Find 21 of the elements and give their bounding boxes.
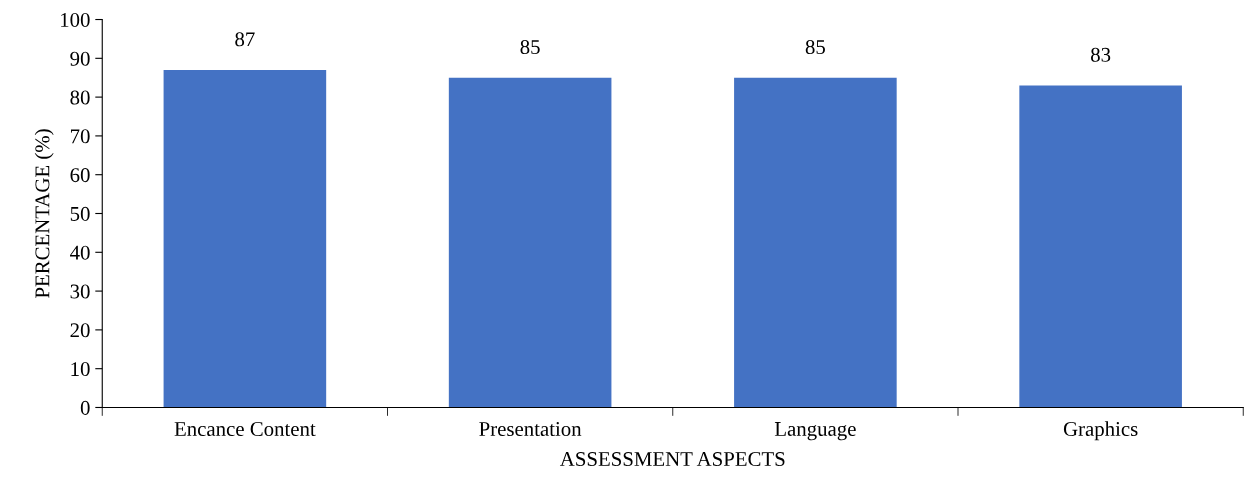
y-tick-label: 50 [70,206,90,221]
y-tick-label: 100 [61,12,90,27]
data-label: 85 [805,39,825,55]
x-tick-label: Encance Content [174,422,316,437]
x-tick-label: Graphics [1063,421,1138,441]
x-tick-label: Language [774,422,856,441]
y-tick-label: 60 [70,168,90,183]
y-tick-label: 10 [71,362,90,377]
y-tick-label: 70 [70,129,90,144]
y-tick-label: 20 [70,323,90,338]
y-axis-title: PERCENTAGE (%) [34,129,54,298]
y-tick-label: 40 [70,245,90,260]
y-tick-label: 30 [70,284,90,299]
data-label: 83 [1091,47,1111,62]
y-tick-label: 80 [70,90,90,105]
y-tick-label: 0 [80,400,90,415]
x-tick-label: Presentation [479,422,582,437]
data-label: 85 [520,39,540,55]
y-tick-label: 90 [70,51,90,66]
data-label: 87 [235,32,255,47]
x-axis-title: ASSESSMENT ASPECTS [559,452,785,467]
